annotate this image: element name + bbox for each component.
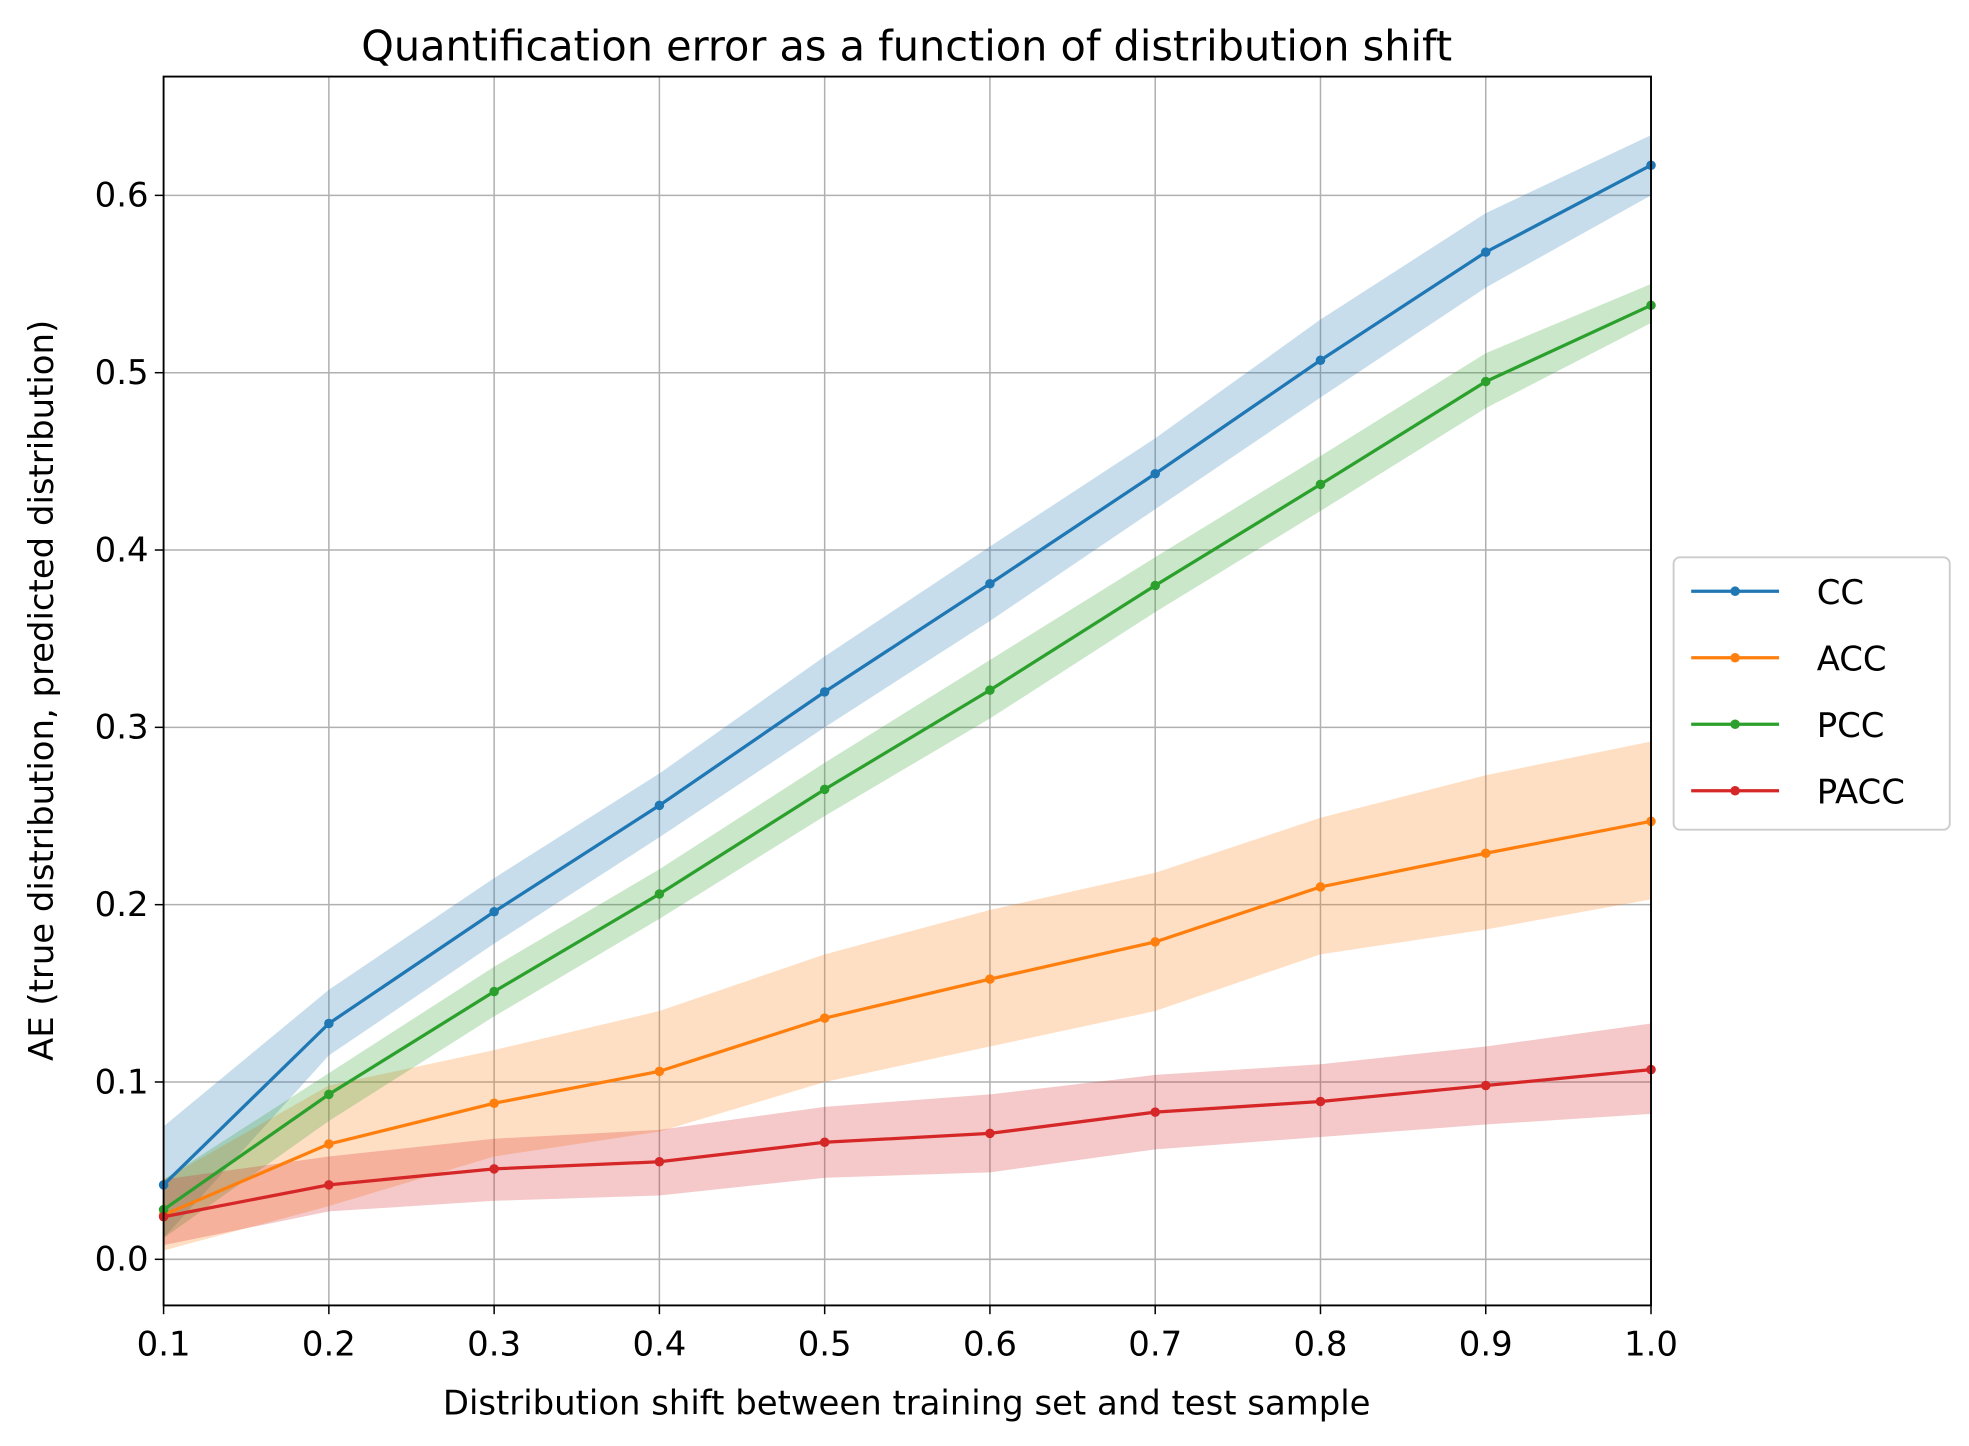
ticks: 0.1 0.2 0.3 0.4 0.5 0.6 0.7 0.8 0.9 1.0 0.0 0.1 0.2 0… (95, 176, 1678, 1364)
point-acc (489, 1098, 499, 1109)
point-pcc (985, 685, 995, 695)
point-pacc (324, 1180, 334, 1190)
y-tick-label: 0.5 (95, 353, 149, 392)
point-pcc (1315, 479, 1326, 490)
x-tick-label: 0.4 (632, 1325, 686, 1364)
point-cc (1480, 247, 1491, 257)
band-cc (163, 135, 1652, 1239)
point-acc (1150, 937, 1160, 947)
confidence-bands (163, 135, 1652, 1251)
point-acc (654, 1066, 665, 1077)
point-pcc (819, 784, 830, 795)
y-tick-label: 0.1 (95, 1062, 149, 1101)
legend-marker-cc (1730, 586, 1740, 596)
line-acc (162, 819, 1652, 1217)
point-cc (1150, 469, 1160, 479)
x-tick-label: 0.8 (1294, 1325, 1348, 1364)
band-pacc (163, 1023, 1652, 1246)
line-pacc (163, 1067, 1652, 1219)
legend-marker-pacc (1730, 786, 1740, 796)
point-pacc (819, 1137, 830, 1148)
x-tick-label: 0.9 (1459, 1325, 1513, 1364)
chart-title: Quantification error as a function of di… (361, 22, 1452, 70)
x-tick-label: 0.1 (137, 1325, 191, 1364)
point-pcc (324, 1089, 334, 1100)
point-pacc (1315, 1096, 1326, 1107)
y-tick-label: 0.6 (95, 176, 149, 215)
plot-frame (162, 75, 1652, 1307)
x-tick-label: 0.3 (467, 1325, 521, 1364)
band-acc (163, 741, 1652, 1251)
point-pacc (489, 1164, 499, 1174)
x-axis-label: Distribution shift between training set … (443, 1384, 1371, 1423)
line-pcc (162, 303, 1652, 1212)
legend-box (1672, 556, 1951, 831)
y-tick-label: 0.2 (95, 885, 149, 924)
legend-label-cc: CC (1817, 573, 1864, 612)
point-acc (819, 1013, 830, 1023)
y-tick-label: 0.4 (95, 530, 149, 569)
x-tick-label: 1.0 (1624, 1325, 1678, 1364)
point-acc (1480, 848, 1491, 859)
point-pacc (985, 1128, 995, 1139)
x-tick-label: 0.5 (798, 1325, 852, 1364)
point-pcc (489, 986, 499, 997)
legend: CC ACC PCC PACC (1672, 556, 1951, 831)
point-pcc (654, 889, 665, 899)
series-lines (158, 160, 1656, 1222)
point-pacc (1480, 1080, 1491, 1091)
legend-label-pacc: PACC (1817, 772, 1905, 811)
legend-marker-acc (1730, 652, 1740, 663)
point-cc (1315, 355, 1326, 366)
legend-marker-pcc (1730, 719, 1740, 730)
point-cc (654, 800, 665, 811)
legend-label-acc: ACC (1817, 639, 1887, 678)
line-cc (162, 163, 1652, 1187)
x-tick-label: 0.6 (963, 1325, 1017, 1364)
y-axis-label: AE (true distribution, predicted distrib… (22, 320, 61, 1061)
legend-label-pcc: PCC (1817, 706, 1885, 745)
point-cc (819, 687, 830, 697)
point-acc (324, 1139, 334, 1149)
point-acc (985, 974, 995, 984)
point-pacc (654, 1157, 665, 1167)
x-tick-label: 0.2 (302, 1325, 356, 1364)
point-pcc (1480, 376, 1491, 387)
point-cc (489, 906, 499, 917)
y-tick-label: 0.3 (95, 708, 149, 747)
point-cc (324, 1018, 334, 1029)
band-pcc (163, 284, 1652, 1239)
x-tick-label: 0.7 (1128, 1325, 1182, 1364)
point-acc (1315, 882, 1326, 892)
point-pcc (1150, 580, 1160, 591)
point-pacc (1150, 1107, 1160, 1117)
y-tick-label: 0.0 (95, 1240, 149, 1279)
point-cc (985, 578, 995, 589)
